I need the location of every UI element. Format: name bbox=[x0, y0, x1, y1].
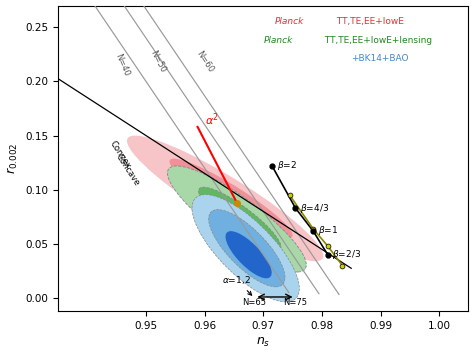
Text: $\beta$=2/3: $\beta$=2/3 bbox=[332, 248, 362, 261]
Text: $\alpha^2$: $\alpha^2$ bbox=[205, 111, 219, 128]
Ellipse shape bbox=[199, 187, 281, 251]
Text: $\beta$=2: $\beta$=2 bbox=[277, 159, 297, 173]
Text: N=60: N=60 bbox=[194, 49, 215, 75]
Text: $\alpha$=1,2: $\alpha$=1,2 bbox=[222, 274, 252, 295]
Text: Convex: Convex bbox=[108, 140, 133, 171]
Text: N=65: N=65 bbox=[243, 297, 266, 307]
Text: Planck: Planck bbox=[275, 17, 304, 26]
Ellipse shape bbox=[170, 159, 292, 238]
Text: N=40: N=40 bbox=[114, 53, 131, 78]
Ellipse shape bbox=[127, 136, 323, 261]
Text: Concave: Concave bbox=[114, 153, 141, 188]
Text: TT,TE,EE+lowE: TT,TE,EE+lowE bbox=[334, 17, 403, 26]
X-axis label: $n_s$: $n_s$ bbox=[256, 336, 270, 349]
Y-axis label: $r_{0.002}$: $r_{0.002}$ bbox=[6, 143, 19, 174]
Text: +BK14+BAO: +BK14+BAO bbox=[351, 54, 409, 63]
Ellipse shape bbox=[209, 209, 285, 287]
Ellipse shape bbox=[192, 195, 299, 302]
Text: $\beta$=1: $\beta$=1 bbox=[318, 224, 338, 237]
Ellipse shape bbox=[167, 166, 306, 272]
Text: N=50: N=50 bbox=[148, 49, 167, 75]
Ellipse shape bbox=[226, 231, 272, 278]
Text: Planck: Planck bbox=[263, 36, 292, 45]
Text: $\beta$=4/3: $\beta$=4/3 bbox=[300, 202, 329, 215]
Text: TT,TE,EE+lowE+lensing: TT,TE,EE+lowE+lensing bbox=[322, 36, 432, 45]
Text: N=75: N=75 bbox=[283, 297, 308, 307]
